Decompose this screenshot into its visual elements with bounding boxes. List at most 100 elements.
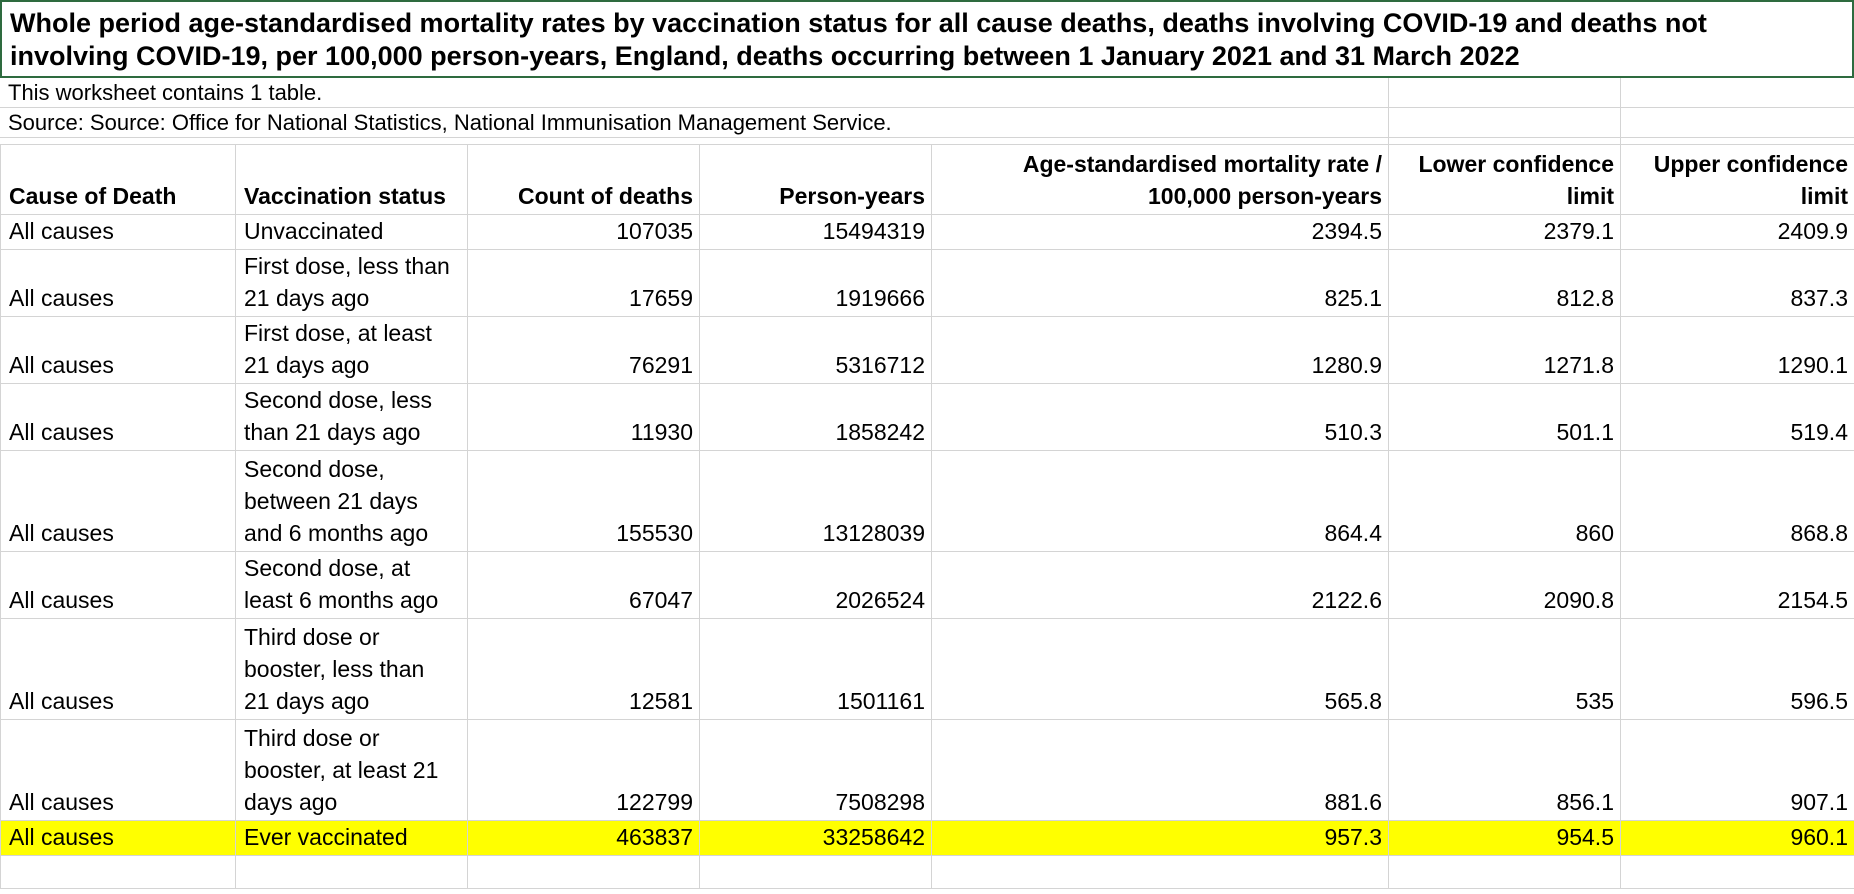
lower-limit-cell[interactable]: 954.5 [1388, 820, 1621, 856]
vaccination-status-cell[interactable]: Ever vaccinated [235, 820, 468, 856]
header-lower-limit[interactable]: Lower confidence limit [1388, 144, 1621, 215]
header-lower-line-2: limit [1566, 183, 1614, 209]
table-row: All causes Third dose or booster, less tha… [0, 618, 1854, 720]
vaccination-status-cell[interactable]: First dose, at least 21 days ago [235, 316, 468, 384]
info-cell[interactable]: This worksheet contains 1 table. [0, 78, 1854, 108]
upper-limit-cell[interactable]: 596.5 [1620, 618, 1854, 720]
lower-limit-cell[interactable]: 1271.8 [1388, 316, 1621, 384]
empty-cell[interactable] [1388, 855, 1621, 889]
mortality-rate-cell[interactable]: 864.4 [931, 450, 1389, 552]
title-line-2: involving COVID-19, per 100,000 person-y… [10, 41, 1520, 71]
vaccination-status-cell[interactable]: Unvaccinated [235, 214, 468, 250]
vaccination-status-cell[interactable]: Second dose, between 21 days and 6 months … [235, 450, 468, 552]
person-years-cell[interactable]: 2026524 [699, 551, 932, 619]
table-row: All causes Third dose or booster, at least… [0, 719, 1854, 821]
header-rate-line-1: Age-standardised mortality rate / [1022, 151, 1382, 177]
empty-cell[interactable] [699, 855, 932, 889]
upper-limit-cell[interactable]: 1290.1 [1620, 316, 1854, 384]
cause-cell[interactable]: All causes [0, 618, 236, 720]
cause-cell[interactable]: All causes [0, 719, 236, 821]
person-years-cell[interactable]: 5316712 [699, 316, 932, 384]
lower-limit-cell[interactable]: 860 [1388, 450, 1621, 552]
vaccination-status-cell[interactable]: Second dose, at least 6 months ago [235, 551, 468, 619]
title-cell[interactable]: Whole period age-standardised mortality … [0, 0, 1854, 78]
mortality-rate-cell[interactable]: 2394.5 [931, 214, 1389, 250]
header-upper-limit[interactable]: Upper confidence limit [1620, 144, 1854, 215]
count-of-deaths-cell[interactable]: 122799 [467, 719, 700, 821]
cause-cell[interactable]: All causes [0, 551, 236, 619]
empty-cell[interactable] [0, 855, 236, 889]
cause-cell[interactable]: All causes [0, 820, 236, 856]
header-person-years[interactable]: Person-years [699, 144, 932, 215]
header-count-of-deaths[interactable]: Count of deaths [467, 144, 700, 215]
empty-cell[interactable] [1620, 855, 1854, 889]
count-of-deaths-cell[interactable]: 67047 [467, 551, 700, 619]
vaccination-status-cell[interactable]: Third dose or booster, at least 21 days ag… [235, 719, 468, 821]
lower-limit-cell[interactable]: 2379.1 [1388, 214, 1621, 250]
table-body: All causes Unvaccinated 107035 15494319 2394… [0, 214, 1854, 889]
lower-limit-cell[interactable]: 812.8 [1388, 249, 1621, 317]
vaccination-status-cell[interactable]: First dose, less than 21 days ago [235, 249, 468, 317]
lower-limit-cell[interactable]: 856.1 [1388, 719, 1621, 821]
upper-limit-cell[interactable]: 868.8 [1620, 450, 1854, 552]
count-of-deaths-cell[interactable]: 12581 [467, 618, 700, 720]
vaccination-status-line: least 6 months ago [244, 587, 439, 613]
header-row: Cause of Death Vaccination status Count … [0, 144, 1854, 215]
header-cause[interactable]: Cause of Death [0, 144, 236, 215]
cause-cell[interactable]: All causes [0, 383, 236, 451]
title-line-1: Whole period age-standardised mortality … [10, 8, 1707, 38]
vaccination-status-line: First dose, less than [244, 253, 450, 279]
mortality-rate-cell[interactable]: 565.8 [931, 618, 1389, 720]
mortality-rate-cell[interactable]: 510.3 [931, 383, 1389, 451]
mortality-rate-cell[interactable]: 881.6 [931, 719, 1389, 821]
person-years-cell[interactable]: 1501161 [699, 618, 932, 720]
person-years-cell[interactable]: 15494319 [699, 214, 932, 250]
mortality-rate-cell[interactable]: 957.3 [931, 820, 1389, 856]
table-row: All causes Unvaccinated 107035 15494319 2394… [0, 214, 1854, 250]
vaccination-status-line: Second dose, [244, 456, 385, 482]
cause-cell[interactable]: All causes [0, 214, 236, 250]
upper-limit-cell[interactable]: 519.4 [1620, 383, 1854, 451]
vaccination-status-cell[interactable]: Third dose or booster, less than 21 days a… [235, 618, 468, 720]
count-of-deaths-cell[interactable]: 155530 [467, 450, 700, 552]
person-years-cell[interactable]: 13128039 [699, 450, 932, 552]
vaccination-status-line: 21 days ago [244, 688, 370, 714]
vaccination-status-line: Third dose or [244, 725, 380, 751]
table-row: All causes Ever vaccinated 463837 33258642 9… [0, 820, 1854, 856]
lower-limit-cell[interactable]: 535 [1388, 618, 1621, 720]
lower-limit-cell[interactable]: 2090.8 [1388, 551, 1621, 619]
count-of-deaths-cell[interactable]: 76291 [467, 316, 700, 384]
lower-limit-cell[interactable]: 501.1 [1388, 383, 1621, 451]
vaccination-status-line: booster, at least 21 [244, 757, 439, 783]
table-row: All causes Second dose, at least 6 months … [0, 551, 1854, 619]
upper-limit-cell[interactable]: 2154.5 [1620, 551, 1854, 619]
header-mortality-rate[interactable]: Age-standardised mortality rate / 100,00… [931, 144, 1389, 215]
upper-limit-cell[interactable]: 837.3 [1620, 249, 1854, 317]
person-years-cell[interactable]: 1858242 [699, 383, 932, 451]
count-of-deaths-cell[interactable]: 11930 [467, 383, 700, 451]
person-years-cell[interactable]: 1919666 [699, 249, 932, 317]
empty-cell[interactable] [931, 855, 1389, 889]
table-row: All causes First dose, less than 21 days a… [0, 249, 1854, 317]
gridline [1388, 78, 1389, 144]
upper-limit-cell[interactable]: 2409.9 [1620, 214, 1854, 250]
mortality-rate-cell[interactable]: 1280.9 [931, 316, 1389, 384]
person-years-cell[interactable]: 33258642 [699, 820, 932, 856]
upper-limit-cell[interactable]: 960.1 [1620, 820, 1854, 856]
count-of-deaths-cell[interactable]: 17659 [467, 249, 700, 317]
empty-cell[interactable] [235, 855, 468, 889]
mortality-rate-cell[interactable]: 2122.6 [931, 551, 1389, 619]
cause-cell[interactable]: All causes [0, 316, 236, 384]
cause-cell[interactable]: All causes [0, 249, 236, 317]
upper-limit-cell[interactable]: 907.1 [1620, 719, 1854, 821]
empty-cell[interactable] [467, 855, 700, 889]
mortality-rate-cell[interactable]: 825.1 [931, 249, 1389, 317]
header-upper-line-2: limit [1800, 183, 1848, 209]
vaccination-status-cell[interactable]: Second dose, less than 21 days ago [235, 383, 468, 451]
count-of-deaths-cell[interactable]: 463837 [467, 820, 700, 856]
count-of-deaths-cell[interactable]: 107035 [467, 214, 700, 250]
person-years-cell[interactable]: 7508298 [699, 719, 932, 821]
header-vaccination-status[interactable]: Vaccination status [235, 144, 468, 215]
source-cell[interactable]: Source: Source: Office for National Stat… [0, 108, 1854, 138]
cause-cell[interactable]: All causes [0, 450, 236, 552]
